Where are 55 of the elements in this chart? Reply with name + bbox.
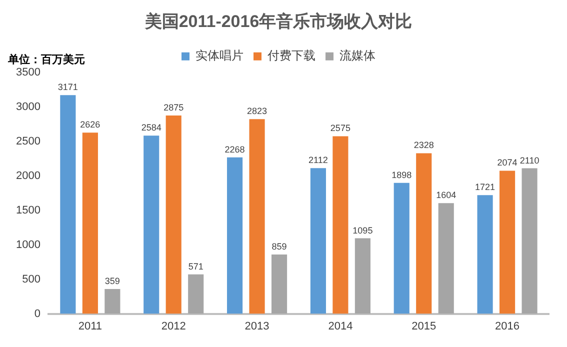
bar xyxy=(144,136,160,314)
data-label: 2823 xyxy=(247,106,268,116)
data-label: 2074 xyxy=(497,158,518,168)
y-tick-label: 500 xyxy=(22,273,40,286)
y-tick-label: 1500 xyxy=(16,204,40,216)
data-label: 3171 xyxy=(58,82,78,92)
data-label: 2112 xyxy=(308,155,328,166)
data-label: 2626 xyxy=(80,120,100,130)
bar xyxy=(477,195,493,314)
x-tick-label: 2013 xyxy=(244,320,270,332)
data-label: 359 xyxy=(104,276,120,286)
x-tick-label: 2016 xyxy=(495,320,520,332)
bar xyxy=(104,289,120,314)
bar xyxy=(522,168,538,314)
y-tick-label: 0 xyxy=(34,308,40,320)
y-tick-label: 2000 xyxy=(16,170,40,182)
legend-label: 流媒体 xyxy=(340,48,376,63)
bar xyxy=(438,203,454,314)
bar xyxy=(332,136,348,314)
data-label: 1721 xyxy=(475,182,496,192)
y-tick-label: 3000 xyxy=(16,100,40,113)
data-label: 2584 xyxy=(141,122,162,133)
data-label: 1898 xyxy=(392,170,412,180)
legend-label: 实体唱片 xyxy=(196,48,244,63)
data-label: 1604 xyxy=(436,190,456,200)
y-tick-label: 2500 xyxy=(16,135,40,148)
y-tick-label: 3500 xyxy=(16,66,40,78)
data-label: 2575 xyxy=(330,123,350,134)
bar xyxy=(226,157,243,314)
chart-title: 美国2011-2016年音乐市场收入对比 xyxy=(144,12,412,31)
data-label: 2875 xyxy=(164,102,184,112)
data-label: 1095 xyxy=(352,225,373,236)
bar xyxy=(416,153,432,314)
data-label: 2268 xyxy=(224,144,245,154)
x-tick-label: 2011 xyxy=(78,320,102,332)
data-label: 571 xyxy=(188,261,204,272)
bar xyxy=(166,116,182,314)
bar xyxy=(394,182,410,314)
bar xyxy=(82,132,98,314)
bar xyxy=(60,95,76,314)
data-label: 859 xyxy=(272,242,287,252)
y-tick-label: 1000 xyxy=(16,238,40,251)
text: 单位：百万美元 xyxy=(8,52,85,67)
bar xyxy=(188,274,204,314)
bar xyxy=(354,238,370,314)
bar xyxy=(310,168,326,314)
x-tick-label: 2014 xyxy=(328,320,353,332)
x-tick-label: 2012 xyxy=(161,320,186,332)
bar xyxy=(500,170,516,314)
bar xyxy=(271,254,288,314)
bar xyxy=(249,119,265,314)
legend-label: 付费下载 xyxy=(266,48,316,63)
data-label: 2328 xyxy=(414,140,434,150)
x-tick-label: 2015 xyxy=(412,320,436,332)
data-label: 2110 xyxy=(520,155,540,166)
